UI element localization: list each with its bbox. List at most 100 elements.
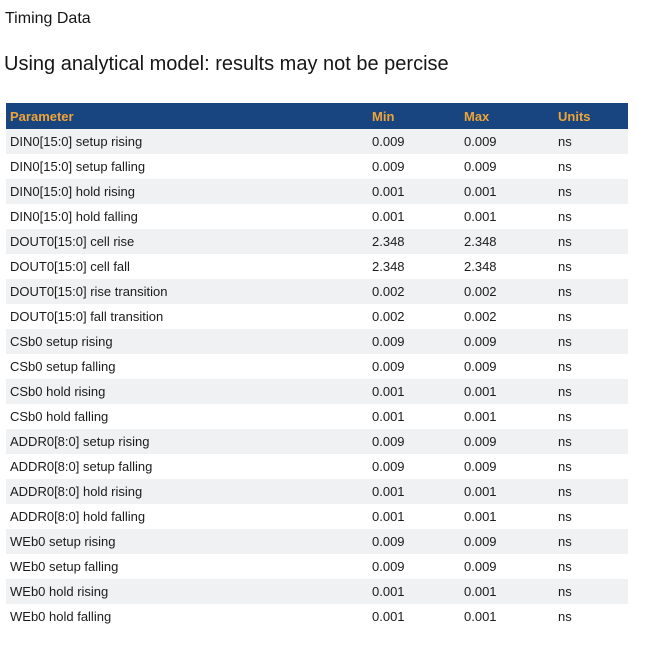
max-cell: 0.009 <box>464 159 497 174</box>
table-body: DIN0[15:0] setup rising 0.009 0.009 ns D… <box>6 129 628 629</box>
units-cell: ns <box>558 584 572 599</box>
min-cell: 0.009 <box>372 159 405 174</box>
table-header-row: Parameter Min Max Units <box>6 103 628 129</box>
table-row: ADDR0[8:0] setup falling 0.009 0.009 ns <box>6 454 628 479</box>
max-cell: 2.348 <box>464 234 497 249</box>
max-cell: 0.009 <box>464 334 497 349</box>
min-cell: 0.009 <box>372 334 405 349</box>
table-row: DIN0[15:0] hold rising 0.001 0.001 ns <box>6 179 628 204</box>
analytical-model-note: Using analytical model: results may not … <box>4 53 449 75</box>
max-cell: 0.009 <box>464 359 497 374</box>
units-cell: ns <box>558 484 572 499</box>
min-cell: 2.348 <box>372 234 405 249</box>
max-cell: 0.009 <box>464 534 497 549</box>
table-row: DIN0[15:0] setup falling 0.009 0.009 ns <box>6 154 628 179</box>
max-cell: 0.009 <box>464 559 497 574</box>
table-row: WEb0 setup rising 0.009 0.009 ns <box>6 529 628 554</box>
parameter-cell: WEb0 setup rising <box>10 534 116 549</box>
min-cell: 0.002 <box>372 284 405 299</box>
column-header-parameter: Parameter <box>6 103 368 129</box>
min-cell: 0.001 <box>372 484 405 499</box>
parameter-cell: ADDR0[8:0] hold falling <box>10 509 146 524</box>
max-cell: 0.001 <box>464 184 497 199</box>
units-cell: ns <box>558 609 572 624</box>
min-cell: 0.002 <box>372 309 405 324</box>
min-cell: 0.009 <box>372 534 405 549</box>
max-cell: 2.348 <box>464 259 497 274</box>
parameter-cell: ADDR0[8:0] setup falling <box>10 459 153 474</box>
max-cell: 0.001 <box>464 509 497 524</box>
units-cell: ns <box>558 334 572 349</box>
max-cell: 0.002 <box>464 309 497 324</box>
max-cell: 0.001 <box>464 384 497 399</box>
parameter-cell: CSb0 setup rising <box>10 334 113 349</box>
parameter-cell: CSb0 hold falling <box>10 409 109 424</box>
min-cell: 0.009 <box>372 134 405 149</box>
max-cell: 0.002 <box>464 284 497 299</box>
parameter-cell: WEb0 hold falling <box>10 609 112 624</box>
units-cell: ns <box>558 534 572 549</box>
column-header-units: Units <box>554 103 628 129</box>
table-row: DOUT0[15:0] rise transition 0.002 0.002 … <box>6 279 628 304</box>
table-row: ADDR0[8:0] hold falling 0.001 0.001 ns <box>6 504 628 529</box>
min-cell: 0.009 <box>372 434 405 449</box>
max-cell: 0.009 <box>464 134 497 149</box>
table-row: DIN0[15:0] setup rising 0.009 0.009 ns <box>6 129 628 154</box>
table-row: CSb0 setup rising 0.009 0.009 ns <box>6 329 628 354</box>
parameter-cell: DOUT0[15:0] fall transition <box>10 309 164 324</box>
table-row: WEb0 setup falling 0.009 0.009 ns <box>6 554 628 579</box>
parameter-cell: WEb0 setup falling <box>10 559 119 574</box>
parameter-cell: DOUT0[15:0] cell fall <box>10 259 130 274</box>
min-cell: 0.001 <box>372 509 405 524</box>
parameter-cell: ADDR0[8:0] hold rising <box>10 484 143 499</box>
min-cell: 0.001 <box>372 184 405 199</box>
units-cell: ns <box>558 559 572 574</box>
units-cell: ns <box>558 209 572 224</box>
min-cell: 0.001 <box>372 609 405 624</box>
min-cell: 0.001 <box>372 584 405 599</box>
units-cell: ns <box>558 184 572 199</box>
table-row: WEb0 hold falling 0.001 0.001 ns <box>6 604 628 629</box>
max-cell: 0.009 <box>464 459 497 474</box>
units-cell: ns <box>558 434 572 449</box>
max-cell: 0.001 <box>464 609 497 624</box>
parameter-cell: DIN0[15:0] hold falling <box>10 209 138 224</box>
units-cell: ns <box>558 309 572 324</box>
table-row: DOUT0[15:0] cell fall 2.348 2.348 ns <box>6 254 628 279</box>
min-cell: 0.009 <box>372 559 405 574</box>
parameter-cell: CSb0 hold rising <box>10 384 106 399</box>
parameter-cell: DOUT0[15:0] rise transition <box>10 284 168 299</box>
units-cell: ns <box>558 159 572 174</box>
min-cell: 0.001 <box>372 409 405 424</box>
units-cell: ns <box>558 509 572 524</box>
units-cell: ns <box>558 459 572 474</box>
max-cell: 0.001 <box>464 209 497 224</box>
table-row: CSb0 hold rising 0.001 0.001 ns <box>6 379 628 404</box>
units-cell: ns <box>558 409 572 424</box>
table-row: DOUT0[15:0] cell rise 2.348 2.348 ns <box>6 229 628 254</box>
timing-data-table: Parameter Min Max Units DIN0[15:0] setup… <box>6 103 628 629</box>
min-cell: 0.001 <box>372 384 405 399</box>
parameter-cell: WEb0 hold rising <box>10 584 109 599</box>
table-row: WEb0 hold rising 0.001 0.001 ns <box>6 579 628 604</box>
units-cell: ns <box>558 384 572 399</box>
max-cell: 0.001 <box>464 584 497 599</box>
units-cell: ns <box>558 134 572 149</box>
column-header-min: Min <box>368 103 460 129</box>
max-cell: 0.009 <box>464 434 497 449</box>
parameter-cell: DOUT0[15:0] cell rise <box>10 234 135 249</box>
parameter-cell: DIN0[15:0] setup falling <box>10 159 146 174</box>
table-header: Parameter Min Max Units <box>6 103 628 129</box>
max-cell: 0.001 <box>464 409 497 424</box>
min-cell: 2.348 <box>372 259 405 274</box>
min-cell: 0.009 <box>372 359 405 374</box>
parameter-cell: DIN0[15:0] hold rising <box>10 184 136 199</box>
units-cell: ns <box>558 259 572 274</box>
units-cell: ns <box>558 234 572 249</box>
parameter-cell: ADDR0[8:0] setup rising <box>10 434 150 449</box>
page-title: Timing Data <box>5 10 91 27</box>
table-row: CSb0 setup falling 0.009 0.009 ns <box>6 354 628 379</box>
units-cell: ns <box>558 359 572 374</box>
max-cell: 0.001 <box>464 484 497 499</box>
